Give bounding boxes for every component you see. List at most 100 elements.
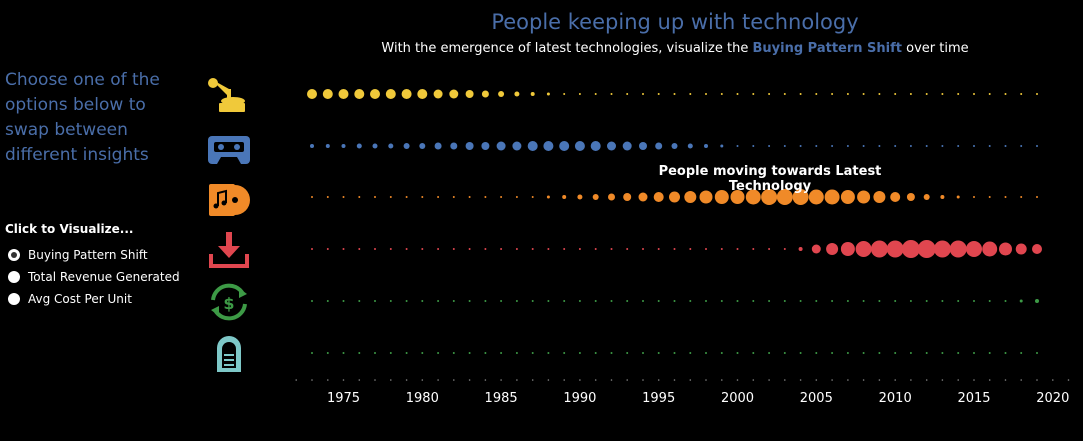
dot-point [799, 352, 802, 354]
dot-point [657, 352, 660, 354]
dot-point [768, 352, 771, 354]
dot-point [831, 93, 834, 95]
dot-point [311, 196, 313, 198]
dot-point [909, 93, 912, 95]
dot-point [768, 248, 771, 250]
dot-point [559, 141, 570, 151]
dot-point [547, 248, 550, 250]
dot-point [824, 189, 840, 205]
dot-point [515, 196, 518, 198]
dot-point [909, 145, 912, 147]
click-to-visualize-label: Click to Visualize... [5, 222, 134, 236]
dot-point [846, 145, 849, 147]
subtitle-highlight: Buying Pattern Shift [752, 41, 902, 56]
dot-point [577, 194, 583, 200]
radio-button-selected[interactable] [8, 249, 20, 261]
dot-point [626, 93, 629, 95]
dot-point [527, 141, 538, 151]
axis-minor-tick [862, 379, 865, 381]
dot-point [730, 190, 745, 204]
dot-point [776, 189, 793, 205]
x-tick-label: 2015 [957, 391, 990, 406]
radio-total-revenue[interactable]: Total Revenue Generated [8, 266, 180, 288]
dot-point [607, 141, 616, 151]
dot-point [311, 352, 313, 354]
axis-minor-tick [531, 379, 534, 381]
dot-point [752, 248, 755, 250]
dot-point [326, 300, 329, 302]
dot-point [531, 196, 534, 198]
axis-minor-tick [878, 379, 881, 381]
dot-point [862, 352, 865, 354]
axis-minor-tick [390, 379, 392, 381]
dot-point [1036, 352, 1038, 354]
dot-point [966, 241, 982, 257]
dot-point [594, 300, 597, 302]
dot-point [626, 352, 629, 354]
dot-point [452, 352, 455, 354]
dot-point [933, 240, 951, 258]
radio-button[interactable] [8, 293, 20, 305]
axis-minor-tick [579, 379, 581, 381]
cd-music-icon [209, 184, 250, 216]
dot-point [1035, 299, 1039, 303]
dot-point [468, 248, 471, 250]
dot-point [909, 352, 912, 354]
dot-point [925, 352, 928, 354]
axis-minor-tick [925, 379, 928, 381]
dot-point [956, 195, 960, 199]
dot-point [547, 300, 550, 302]
dot-point [862, 93, 865, 95]
radio-avg-cost[interactable]: Avg Cost Per Unit [8, 288, 180, 310]
insight-radio-group: Buying Pattern Shift Total Revenue Gener… [8, 244, 180, 310]
dot-point [578, 93, 581, 95]
dot-point [417, 89, 428, 99]
dot-point [310, 144, 314, 148]
dot-point [957, 145, 960, 147]
dot-point [1036, 196, 1038, 198]
dot-point [815, 352, 818, 354]
dot-point [546, 92, 550, 96]
dot-point [592, 194, 599, 200]
dot-point [901, 240, 920, 258]
dot-point [811, 244, 821, 254]
dot-point [720, 93, 723, 95]
dot-point [500, 196, 503, 198]
dot-point [923, 194, 930, 200]
dot-point [374, 248, 376, 250]
radio-buying-pattern-shift[interactable]: Buying Pattern Shift [8, 244, 180, 266]
dot-point [689, 300, 692, 302]
dot-point [389, 352, 392, 354]
axis-minor-tick [453, 379, 455, 381]
dot-point [846, 352, 849, 354]
dot-point [465, 90, 474, 98]
axis-minor-tick [657, 379, 660, 381]
dot-point [496, 141, 506, 151]
dot-point [405, 196, 408, 198]
dot-point [752, 93, 755, 95]
dollar-cycle-icon: $ [211, 283, 247, 321]
dot-point [720, 300, 723, 302]
axis-minor-tick [957, 379, 959, 381]
axis-minor-tick [500, 379, 502, 381]
dot-point [322, 89, 333, 99]
axis-minor-tick [563, 379, 565, 381]
radio-button[interactable] [8, 271, 20, 283]
dot-point [799, 145, 802, 147]
dot-point [354, 89, 365, 99]
dot-point [639, 142, 647, 150]
dot-point [752, 145, 755, 147]
dot-point [798, 247, 803, 251]
dot-point [988, 352, 991, 354]
dot-point [326, 352, 329, 354]
download-icon [209, 232, 249, 268]
dot-point [642, 248, 644, 250]
radio-label: Avg Cost Per Unit [28, 292, 132, 306]
dot-point [941, 352, 944, 354]
dot-point [626, 300, 629, 302]
dot-point [655, 142, 663, 150]
axis-minor-tick [437, 379, 439, 381]
axis-minor-tick [910, 379, 912, 381]
dot-point [515, 352, 518, 354]
dot-point [808, 189, 824, 205]
